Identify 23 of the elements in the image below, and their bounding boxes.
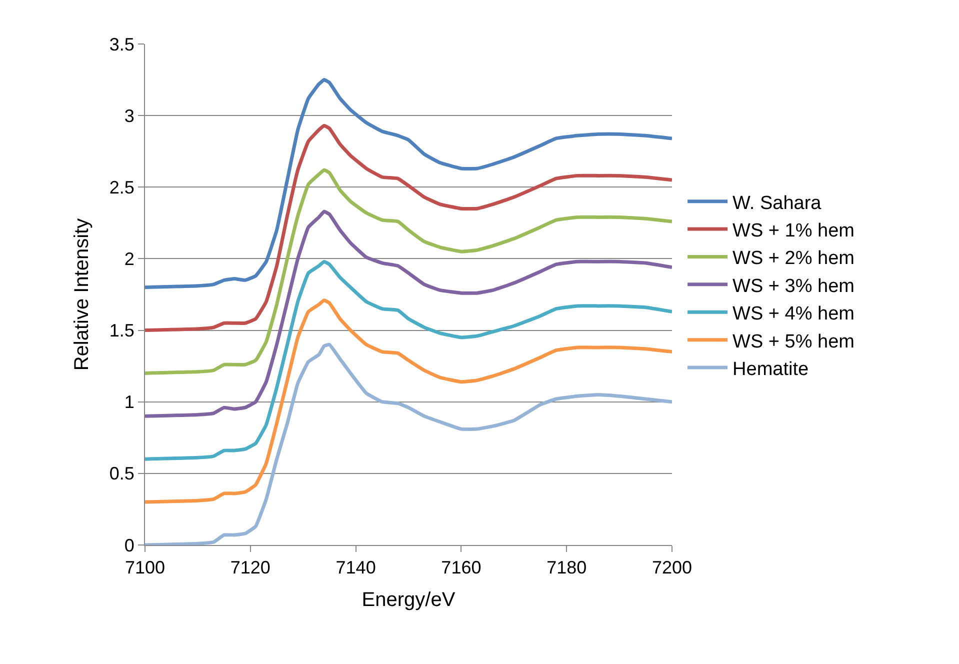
- x-tick-label: 7160: [441, 558, 482, 578]
- y-axis-title: Relative Intensity: [70, 218, 93, 371]
- y-tick-label: 0: [124, 535, 134, 556]
- y-tick-label: 3: [124, 106, 134, 126]
- legend-label: WS + 4% hem: [732, 304, 855, 325]
- legend-label: W. Sahara: [732, 192, 822, 214]
- x-tick-label: 7180: [546, 558, 587, 578]
- legend-label: WS + 3% hem: [732, 276, 855, 297]
- x-tick-label: 7100: [124, 558, 166, 578]
- legend-label: WS + 1% hem: [732, 220, 855, 242]
- y-tick-label: 2.5: [109, 177, 134, 198]
- y-tick-label: 1.5: [109, 320, 134, 341]
- legend-label: WS + 2% hem: [732, 248, 855, 270]
- y-tick-label: 3.5: [109, 34, 134, 54]
- y-tick-label: 1: [124, 392, 134, 412]
- x-axis-title: Energy/eV: [362, 589, 456, 612]
- x-tick-label: 7120: [230, 558, 270, 578]
- y-tick-label: 0.5: [109, 464, 134, 484]
- legend-label: WS + 5% hem: [732, 331, 855, 352]
- y-tick-label: 2: [124, 249, 134, 270]
- x-tick-label: 7200: [652, 558, 692, 578]
- x-tick-label: 7140: [336, 558, 376, 578]
- legend-label: Hematite: [732, 358, 809, 380]
